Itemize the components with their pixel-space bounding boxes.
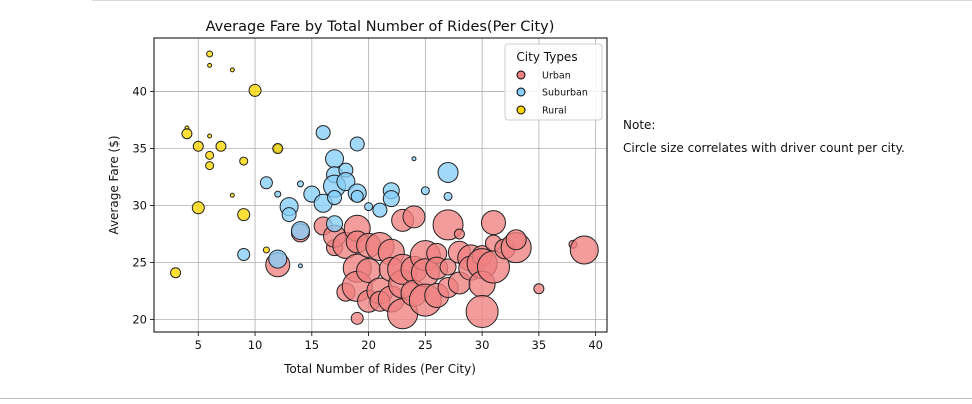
bubble-urban [480,210,506,236]
x-tick-label: 5 [195,338,202,352]
bubble-rural [205,150,215,160]
bubble-suburban [336,172,356,192]
legend-box [504,43,603,121]
note-block: Note: Circle size correlates with driver… [623,114,905,160]
axis-ticks: 5 10 15 20 25 30 35 40 20 25 30 35 40 [132,85,603,352]
x-tick-label: 10 [248,338,263,352]
legend: City Types Urban Suburban Rural [504,43,603,121]
bubble-suburban [382,190,400,208]
x-tick-label: 40 [588,338,603,352]
bubble-rural [272,143,284,155]
bubble-suburban [349,136,365,152]
bubble-urban [505,229,527,251]
x-tick-label: 20 [361,338,376,352]
chart-title: Average Fare by Total Number of Rides(Pe… [206,19,555,35]
cell-bottom-border [0,398,972,399]
bubble-rural [191,201,205,215]
y-tick-label: 30 [132,199,147,213]
bubble-rural [248,83,262,97]
bubble-rural [206,50,214,58]
bubble-suburban [372,202,388,218]
bubble-suburban [420,186,430,196]
bubble-suburban [237,248,251,262]
bubble-rural [215,140,227,152]
bubble-suburban [281,207,297,223]
bubble-urban [350,311,364,325]
y-axis-label: Average Fare ($) [107,135,121,234]
y-tick-label: 40 [132,85,147,99]
bubble-rural [207,133,213,139]
bubble-suburban [296,180,304,188]
bubble-suburban [326,215,344,233]
bubble-urban [533,283,545,295]
bubble-suburban [297,263,303,269]
bubble-suburban [350,189,364,203]
bubble-suburban [437,161,459,183]
bubble-rural [262,246,270,254]
bubble-suburban [274,190,282,198]
cell-top-border [92,0,972,1]
bubble-rural [229,67,235,73]
legend-marker-rural [516,105,526,115]
bubble-urban [476,250,510,284]
y-tick-label: 35 [132,142,147,156]
plot-area-border [153,37,608,333]
bubble-urban [465,294,499,328]
legend-label-rural: Rural [542,106,567,117]
bubble-urban [453,228,465,240]
bubbles [170,50,599,330]
legend-label-suburban: Suburban [542,88,588,99]
bubble-rural [181,128,193,140]
note-heading: Note: [623,118,656,132]
x-axis-label: Total Number of Rides (Per City) [283,362,476,376]
bubble-urban [439,258,457,276]
bubble-rural [239,156,249,166]
bubble-suburban [327,190,343,206]
bubble-rural [170,267,182,279]
x-tick-label: 35 [532,338,547,352]
bubble-suburban [411,156,417,162]
bubble-rural [229,192,235,198]
x-tick-label: 15 [304,338,319,352]
bubble-suburban [315,125,331,141]
x-tick-label: 30 [475,338,490,352]
bubble-rural [207,62,213,68]
legend-marker-suburban [516,87,526,97]
bubble-suburban [290,221,310,241]
bubble-urban [402,205,426,229]
y-tick-label: 25 [132,255,147,269]
x-tick-label: 25 [418,338,433,352]
bubble-suburban [259,176,273,190]
note-text: Circle size correlates with driver count… [623,141,905,155]
legend-marker-urban [516,70,526,80]
legend-title: City Types [516,50,577,64]
bubble-rural [237,208,251,222]
y-tick-label: 20 [132,312,147,326]
bubble-urban [569,235,599,265]
legend-label-urban: Urban [542,71,571,82]
bubble-suburban [364,202,374,212]
bubble-suburban [443,191,453,201]
bubble-rural [205,161,215,171]
bubble-rural [192,140,204,152]
bubble-suburban [268,249,288,269]
